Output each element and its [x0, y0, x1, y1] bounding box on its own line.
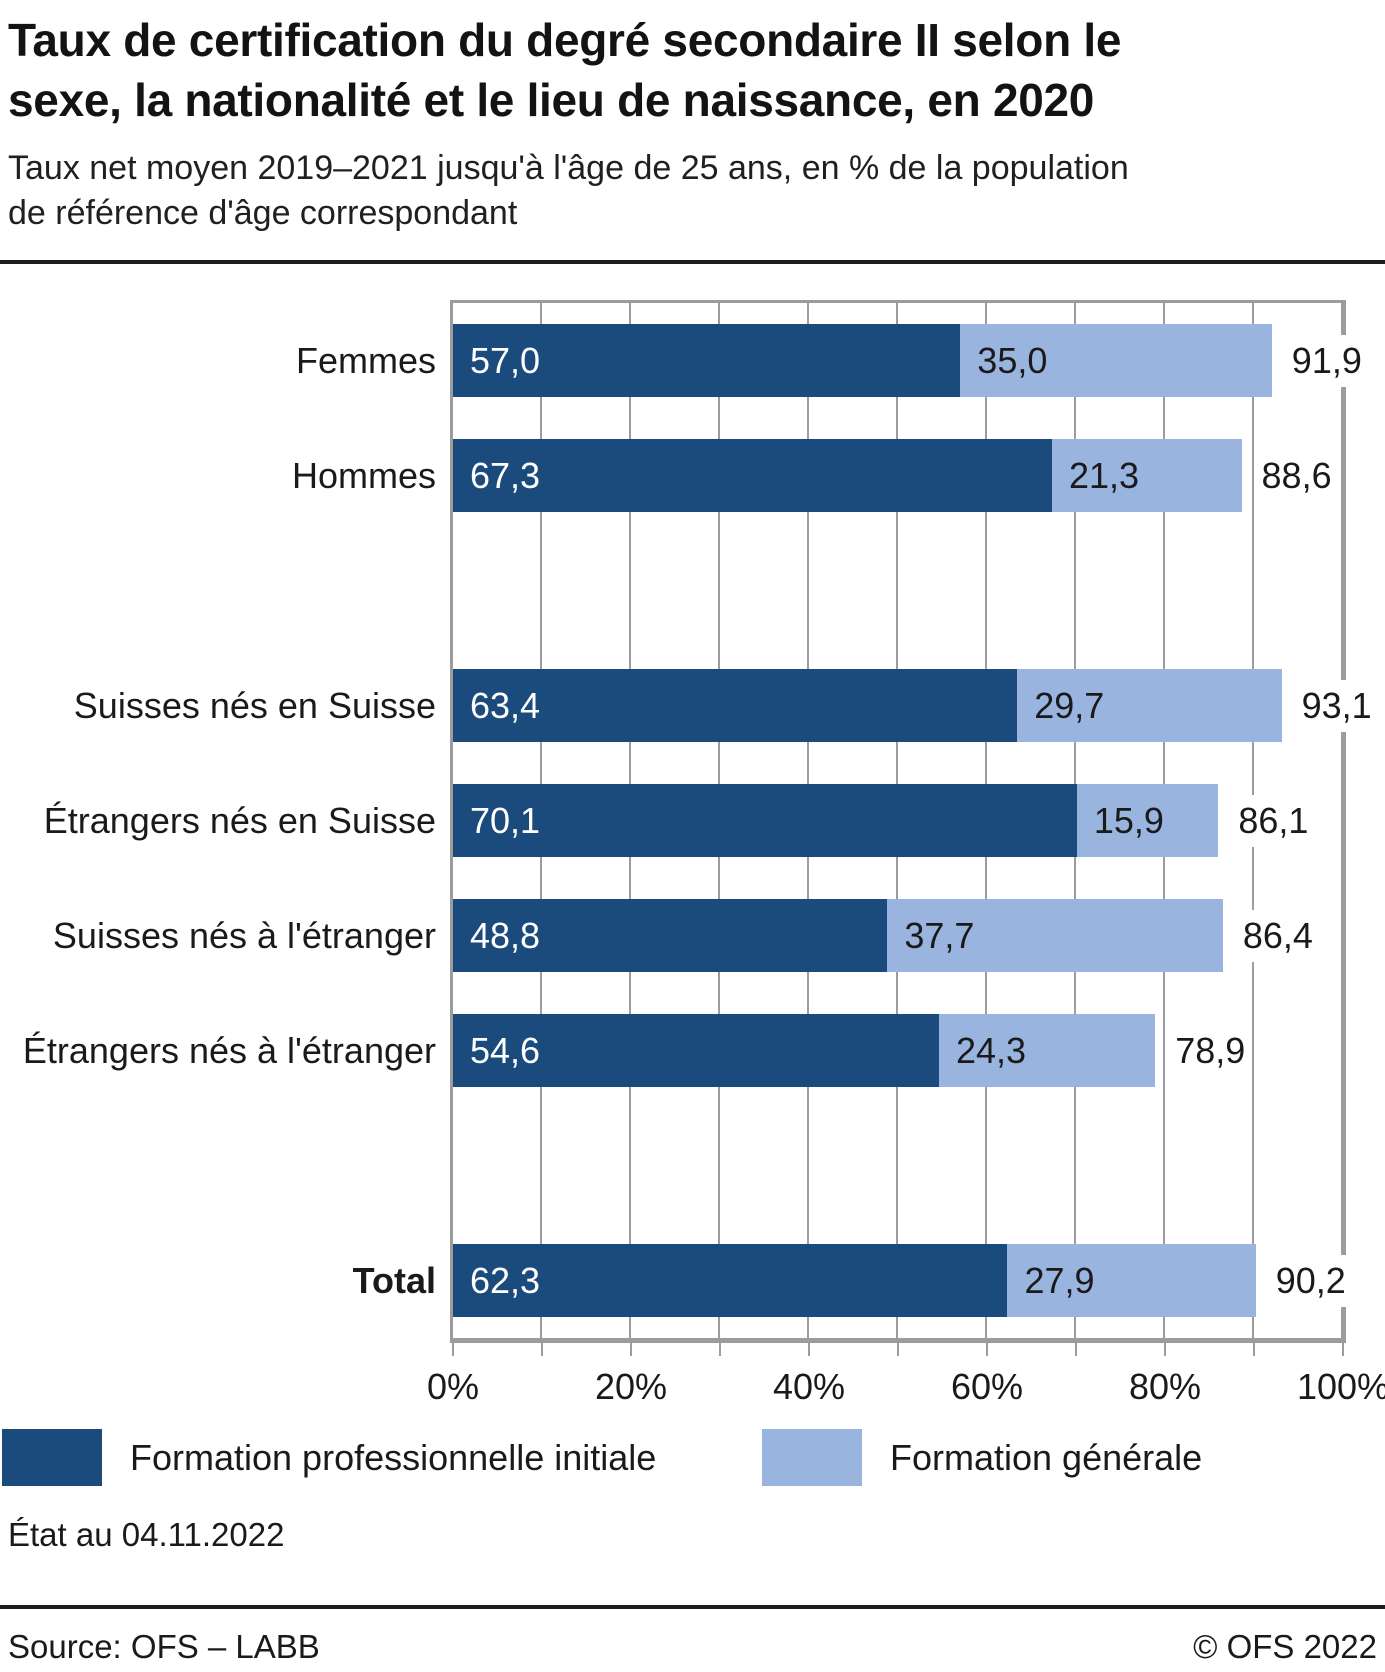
bar-value-label: 54,6	[470, 1029, 541, 1071]
bar-value-label: 57,0	[470, 339, 541, 381]
legend-swatch-formation-generale-icon	[762, 1429, 862, 1486]
stacked-bar: 70,1 15,9	[453, 784, 1219, 857]
plot-area: Femmes 57,0 35,0 91,9 Hommes 67,3 21,3 88,6 Suis…	[23, 300, 1385, 1407]
legend-label-formation-professionnelle: Formation professionnelle initiale	[130, 1436, 657, 1478]
category-label: Étrangers nés à l'étranger	[22, 1029, 436, 1071]
bar-segment-formation-generale: 29,7	[1017, 669, 1282, 742]
axis-tick	[1164, 1343, 1166, 1356]
category-label: Femmes	[295, 339, 436, 381]
chart-row: Suisses nés en Suisse 63,4 29,7 93,1	[74, 648, 1378, 763]
footer-divider	[0, 1605, 1385, 1609]
status-date: État au 04.11.2022	[8, 1516, 285, 1553]
bar-segment-formation-generale: 21,3	[1051, 439, 1242, 512]
bar-segment-formation-professionnelle: 48,8	[453, 899, 888, 972]
chart-row: Étrangers nés en Suisse 70,1 15,9 86,1	[44, 763, 1343, 878]
bar-total-label: 90,2	[1269, 1254, 1352, 1307]
page-title-line-2: sexe, la nationalité et le lieu de naiss…	[8, 74, 1095, 126]
bar-value-label: 63,4	[470, 684, 541, 726]
axis-tick	[986, 1343, 988, 1356]
legend-label-formation-generale: Formation générale	[890, 1436, 1203, 1478]
axis-tick-label: 0%	[426, 1366, 480, 1407]
header: Taux de certification du degré secondair…	[0, 10, 1385, 236]
bar-value-label: 29,7	[1034, 684, 1105, 726]
bar-value-label: 35,0	[977, 339, 1048, 381]
bar-segment-formation-professionnelle: 70,1	[453, 784, 1077, 857]
bar-value-label: 37,7	[904, 914, 975, 956]
chart-row: Femmes 57,0 35,0 91,9	[296, 303, 1368, 418]
bar-value-label: 62,3	[470, 1259, 541, 1301]
page-subtitle-line-2: de référence d'âge correspondant	[8, 194, 518, 232]
axis-tick	[808, 1343, 810, 1356]
bar-total-label: 86,4	[1236, 909, 1319, 962]
chart-row: Étrangers nés à l'étranger 54,6 24,3 78,9	[23, 993, 1343, 1108]
category-label: Suisses nés en Suisse	[73, 684, 436, 726]
stacked-bar: 67,3 21,3	[453, 439, 1242, 512]
bar-segment-formation-generale: 15,9	[1076, 784, 1219, 857]
bar-segment-formation-professionnelle: 54,6	[453, 1014, 939, 1087]
bar-total-label: 93,1	[1295, 679, 1378, 732]
axis-tick-label: 100%	[1296, 1366, 1385, 1407]
axis-tick-label: 60%	[950, 1366, 1024, 1407]
legend: Formation professionnelle initiale Forma…	[0, 1429, 1385, 1491]
category-label: Suisses nés à l'étranger	[52, 914, 436, 956]
axis-tick-label: 20%	[594, 1366, 668, 1407]
axis-tick	[1253, 1343, 1255, 1356]
legend-item-formation-professionnelle: Formation professionnelle initiale	[2, 1429, 656, 1486]
axis-tick-label: 80%	[1128, 1366, 1202, 1407]
axis-tick	[897, 1343, 899, 1356]
legend-swatch-formation-professionnelle-icon	[2, 1429, 102, 1486]
axis-tick	[1342, 1343, 1344, 1356]
copyright-text: © OFS 2022	[1193, 1628, 1377, 1665]
footer: Source: OFS – LABB © OFS 2022	[0, 1627, 1385, 1667]
row-spacer	[453, 1108, 1343, 1223]
stacked-bar: 63,4 29,7	[453, 669, 1282, 742]
category-label: Étrangers nés en Suisse	[43, 799, 436, 841]
stacked-bar: 57,0 35,0	[453, 324, 1272, 397]
axis-tick	[719, 1343, 721, 1356]
page-subtitle-line-1: Taux net moyen 2019–2021 jusqu'à l'âge d…	[8, 149, 1129, 187]
bar-segment-formation-generale: 35,0	[960, 324, 1272, 397]
stacked-bar: 48,8 37,7	[453, 899, 1223, 972]
bar-value-label: 15,9	[1093, 799, 1164, 841]
bar-total-label: 78,9	[1169, 1024, 1252, 1077]
stacked-bar: 54,6 24,3	[453, 1014, 1156, 1087]
legend-item-formation-generale: Formation générale	[762, 1429, 1202, 1486]
bar-value-label: 21,3	[1068, 454, 1140, 496]
bar-value-label: 48,8	[470, 914, 541, 956]
bar-segment-formation-professionnelle: 63,4	[453, 669, 1018, 742]
header-divider	[0, 260, 1385, 264]
bar-segment-formation-professionnelle: 67,3	[453, 439, 1052, 512]
bar-value-label: 67,3	[470, 454, 541, 496]
chart-row: Hommes 67,3 21,3 88,6	[292, 418, 1343, 533]
page-title: Taux de certification du degré secondair…	[8, 10, 1377, 130]
axis-tick	[630, 1343, 632, 1356]
bar-total-label: 91,9	[1285, 334, 1368, 387]
axis-tick-label: 40%	[772, 1366, 846, 1407]
category-label: Hommes	[291, 454, 436, 496]
bar-segment-formation-professionnelle: 62,3	[453, 1244, 1008, 1317]
bar-total-label: 86,1	[1232, 794, 1315, 847]
bar-segment-formation-generale: 24,3	[938, 1014, 1156, 1087]
category-label: Total	[352, 1259, 436, 1301]
bar-segment-formation-generale: 37,7	[887, 899, 1223, 972]
bar-value-label: 70,1	[470, 799, 541, 841]
bar-value-label: 24,3	[955, 1029, 1027, 1071]
row-spacer	[453, 533, 1343, 648]
stacked-bar: 62,3 27,9	[453, 1244, 1256, 1317]
bar-segment-formation-professionnelle: 57,0	[453, 324, 961, 397]
axis-tick	[452, 1343, 454, 1356]
chart-row: Total 62,3 27,9 90,2	[353, 1223, 1352, 1338]
axis-tick	[541, 1343, 543, 1356]
bar-total-label: 88,6	[1255, 449, 1338, 502]
chart-row: Suisses nés à l'étranger 48,8 37,7 86,4	[53, 878, 1343, 993]
axis-tick	[1075, 1343, 1077, 1356]
page-subtitle: Taux net moyen 2019–2021 jusqu'à l'âge d…	[8, 146, 1377, 236]
page-title-line-1: Taux de certification du degré secondair…	[8, 14, 1122, 66]
bar-value-label: 27,9	[1024, 1259, 1095, 1301]
bar-segment-formation-generale: 27,9	[1007, 1244, 1256, 1317]
source-text: Source: OFS – LABB	[8, 1628, 320, 1665]
